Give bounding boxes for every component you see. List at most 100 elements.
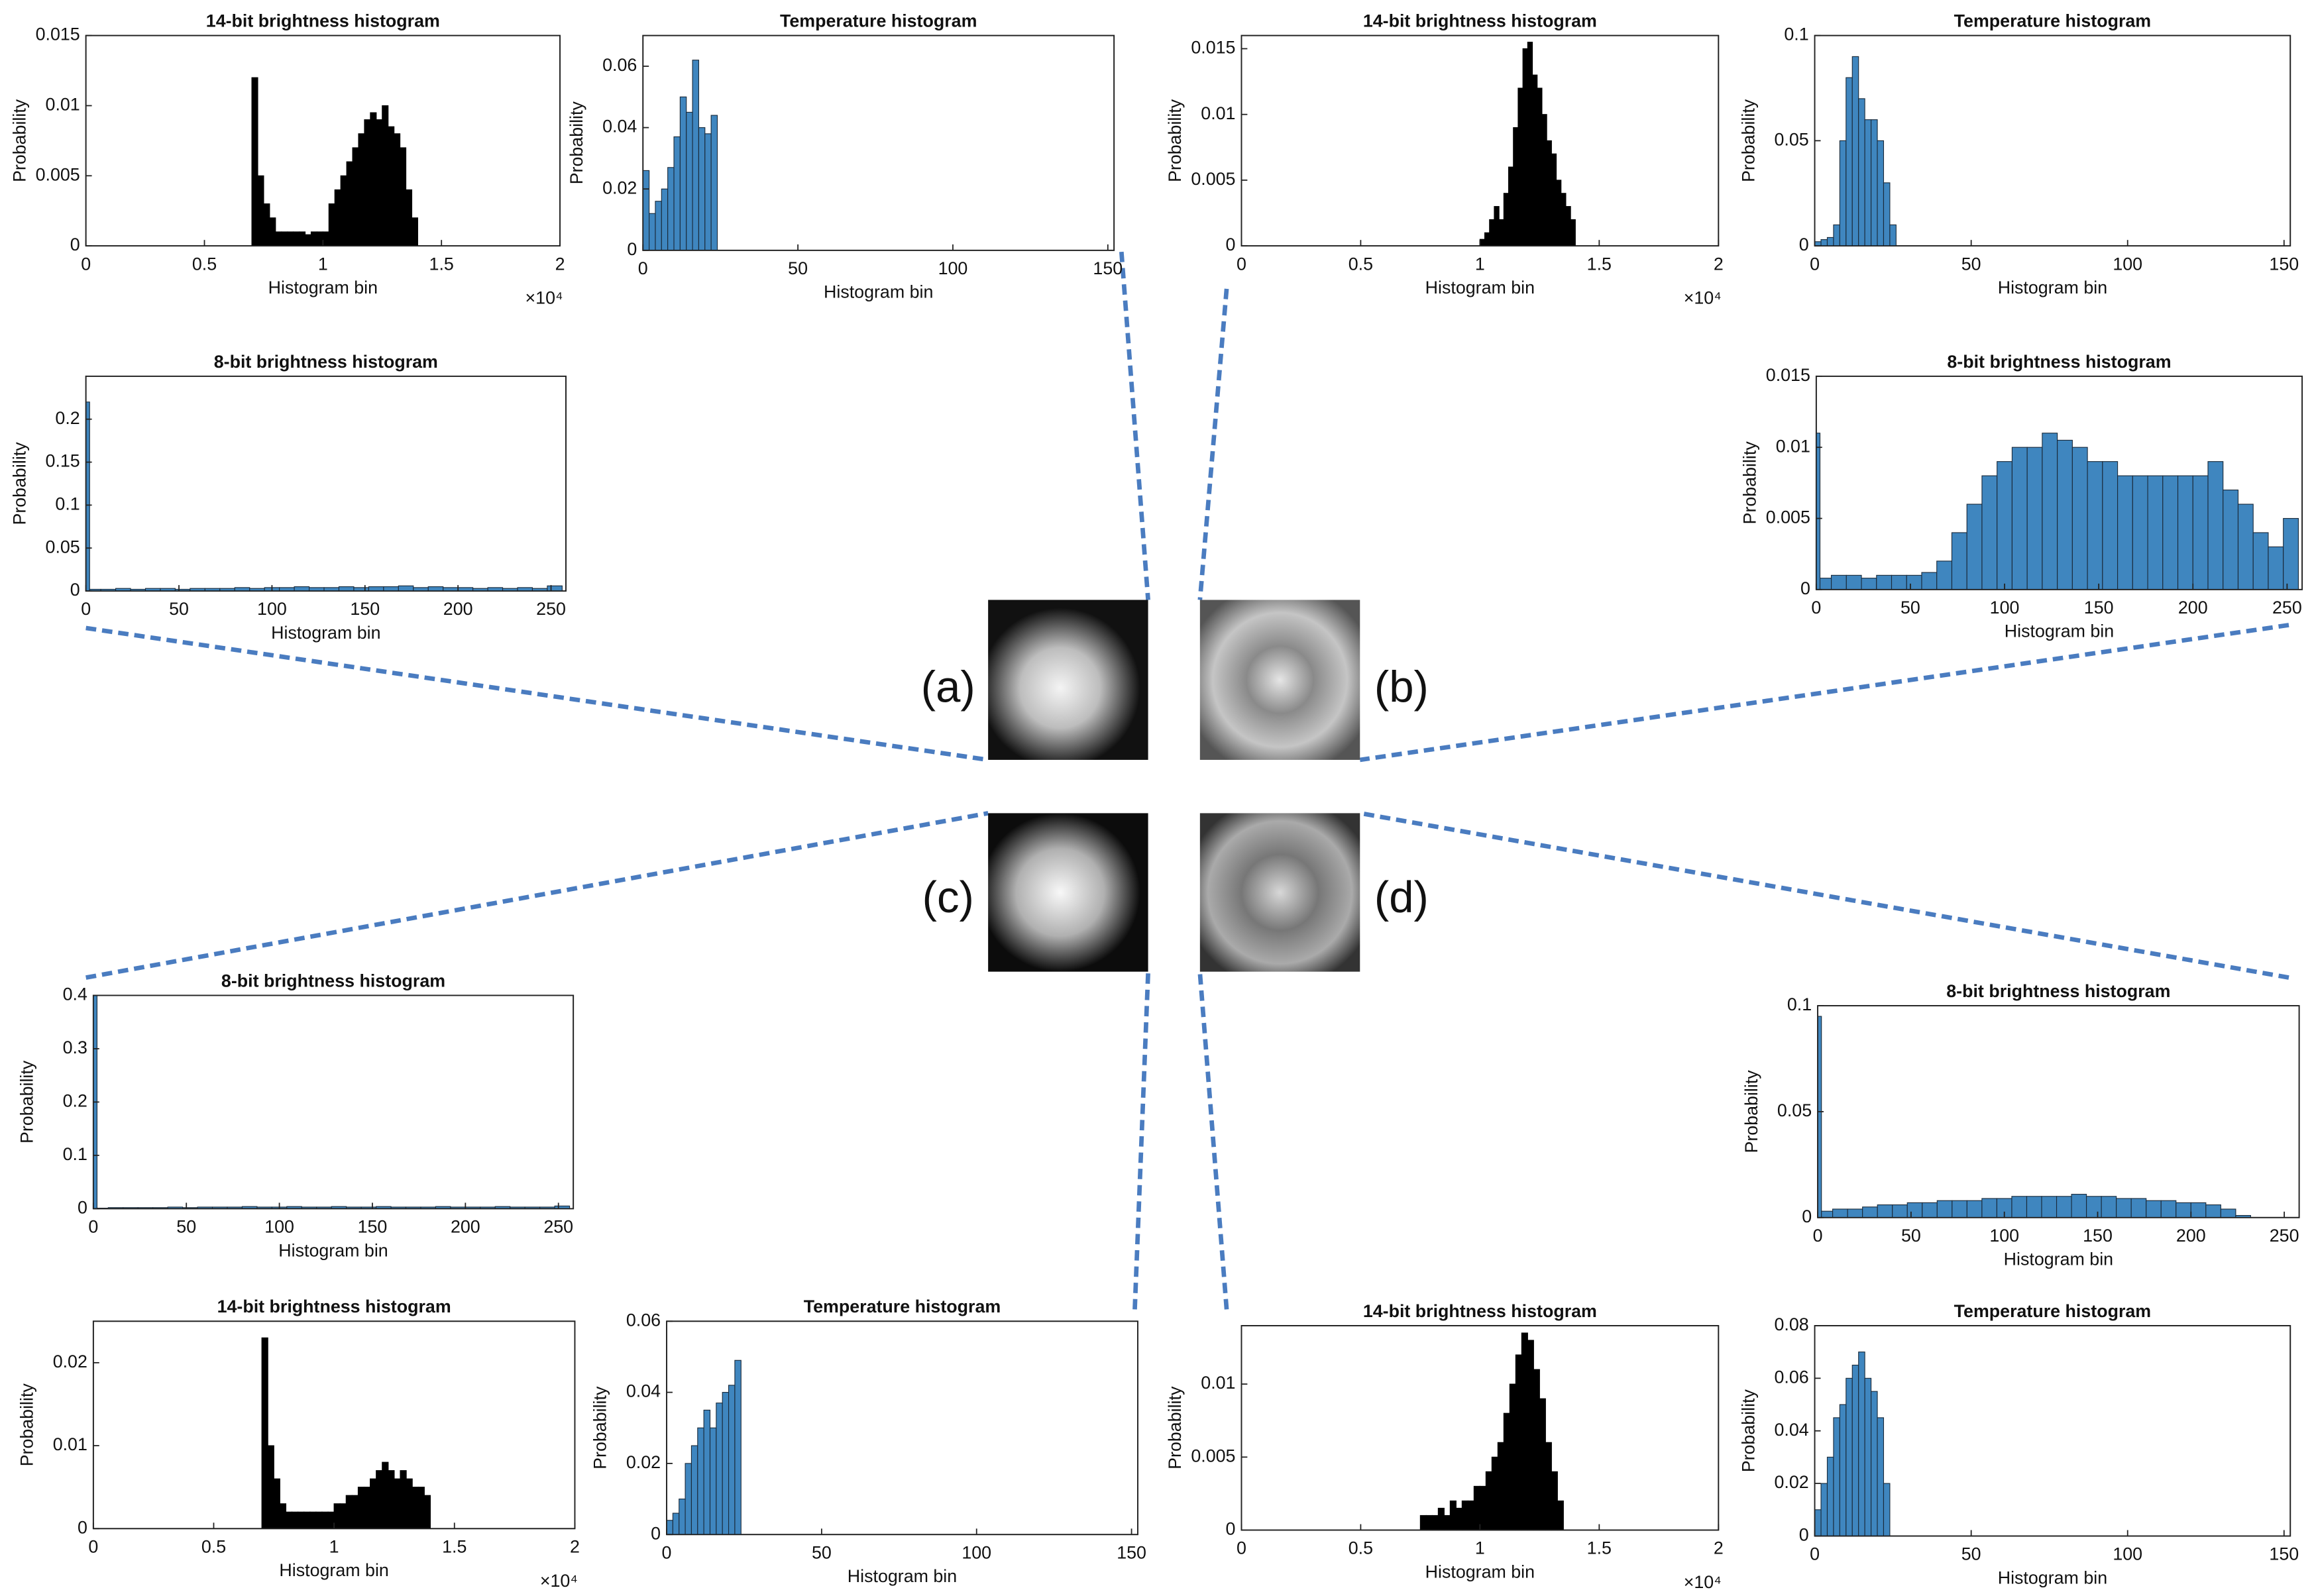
histogram-chart: 0 0.5 1 1.5 2 0 0.005 0.01 0.015 14-bit brightnes… [1165,11,1724,308]
histogram-bar [376,1470,383,1529]
plot-frame [85,375,567,592]
x-axis-label: Histogram bin [278,1240,388,1260]
histogram-bar [1981,475,1998,590]
y-tick-label: 0.04 [626,1381,661,1401]
histogram-bar [667,167,675,251]
histogram-bar [291,1511,299,1529]
y-tick-label: 0 [70,235,80,254]
histogram-bar [1862,1206,1878,1218]
x-tick-label: 200 [2178,598,2208,617]
histogram-bar [649,213,656,251]
x-tick-label: 0 [1810,1544,1820,1564]
histogram-bar [2177,475,2193,590]
histogram-bar [1846,77,1853,246]
x-tick-label: 1.5 [442,1536,467,1556]
y-tick-label: 0.3 [63,1037,87,1057]
histogram-bar [345,1495,353,1529]
y-axis-label: Probability [1165,1386,1185,1469]
histogram-bar [382,1462,389,1529]
connector [1119,251,1150,600]
histogram-bar [2117,475,2133,590]
x-tick-label: 100 [938,258,968,278]
x-axis-label: Histogram bin [2004,1250,2113,1269]
histogram-bar [692,60,699,251]
image-label: (d) [1374,873,1429,922]
histogram-bar [269,217,276,246]
histogram-bar [322,231,329,246]
histogram-bar [1906,1202,1923,1218]
image-label: (c) [922,873,974,922]
histogram-bar [1858,1352,1865,1537]
y-tick-label: 0 [1226,1519,1236,1539]
histogram-bar [346,161,353,246]
x-tick-label: 100 [1989,1226,2019,1246]
x-tick-label: 250 [2272,598,2302,617]
chart-title: 8-bit brightness histogram [1947,352,2171,372]
y-axis-label: Probability [9,99,29,182]
histogram-bar [257,175,264,246]
histogram-bar [1883,1483,1891,1537]
histogram-bar [1833,1417,1840,1537]
histogram-chart: 0 50 100 150 200 250 0 0.05 0.1 0.15 0.2 8-bit brig… [9,352,567,643]
histogram-bar [327,1511,335,1529]
connector [1359,623,2289,763]
x-tick-label: 2 [1714,1538,1724,1558]
histogram-bar [1521,1332,1528,1531]
histogram-bar [304,234,312,246]
histogram-bar [357,1487,365,1529]
histogram-bar [2162,475,2179,590]
histogram-bar [1814,1509,1822,1537]
y-tick-label: 0.06 [626,1310,661,1330]
histogram-bar [351,1495,359,1529]
x-tick-label: 250 [536,599,566,619]
histogram-bar [388,126,395,246]
y-tick-label: 0 [70,580,80,600]
x-tick-label: 0 [88,1536,98,1556]
y-tick-label: 0.005 [36,164,80,184]
connector [1359,811,2289,980]
y-axis-label: Probability [9,442,29,525]
histogram-bar [405,189,413,246]
y-tick-label: 0.4 [63,984,87,1004]
x-tick-label: 1.5 [429,254,454,274]
y-tick-label: 0.04 [1774,1420,1808,1440]
histogram-bar [2223,490,2239,590]
y-tick-label: 0.02 [602,178,637,197]
histogram-bar [1541,114,1547,246]
x-tick-label: 150 [350,599,380,619]
histogram-bar [1861,578,1877,590]
histogram-bar [316,231,323,246]
x-tick-label: 50 [1961,1544,1981,1564]
histogram-bar [370,1478,377,1529]
histogram-bar [1922,1202,1938,1218]
histogram-bar [685,1463,692,1535]
histogram-bar [383,586,399,592]
histogram-bar [394,133,401,246]
histogram-bar [1551,153,1557,246]
histogram-bar [406,1478,413,1529]
histogram-bar [1491,1456,1498,1531]
x-tick-label: 200 [443,599,473,619]
histogram-bar [2086,1196,2102,1218]
histogram-bar [1820,239,1828,246]
y-tick-label: 0.06 [602,55,637,75]
histogram-bar [251,77,258,246]
y-axis-label: Probability [17,1383,37,1467]
x-tick-label: 250 [543,1216,573,1236]
histogram-chart: 0 50 100 150 200 250 0 0.05 0.1 8-bit brightness … [1741,981,2300,1269]
chart-title: 14-bit brightness histogram [217,1297,451,1316]
histogram-bar [709,1427,717,1535]
histogram-bar [1557,1500,1564,1531]
plot-frame [1240,34,1720,247]
histogram-bar [2147,475,2164,590]
histogram-bar [1889,224,1897,246]
connector [1197,973,1229,1310]
histogram-bar [1821,1210,1834,1218]
histogram-bar [1891,574,1907,590]
plot-frame [1814,1325,2291,1537]
chart-title: 8-bit brightness histogram [221,971,445,990]
histogram-bar [267,1445,274,1529]
histogram-bar [376,119,383,246]
y-tick-label: 0.02 [53,1352,87,1371]
y-tick-label: 0.015 [36,25,80,44]
